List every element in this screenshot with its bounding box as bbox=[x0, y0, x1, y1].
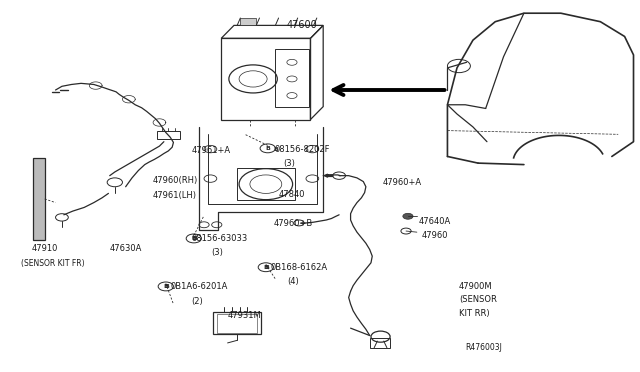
Text: 47961+A: 47961+A bbox=[191, 147, 230, 155]
Text: 47840: 47840 bbox=[278, 190, 305, 199]
Text: B: B bbox=[164, 284, 170, 289]
Text: 0B1A6-6201A: 0B1A6-6201A bbox=[170, 282, 228, 291]
Text: 47640A: 47640A bbox=[419, 217, 451, 225]
Text: 08156-8202F: 08156-8202F bbox=[274, 145, 330, 154]
Text: 47960: 47960 bbox=[422, 231, 449, 240]
Text: KIT RR): KIT RR) bbox=[459, 309, 490, 318]
Text: (4): (4) bbox=[287, 278, 299, 286]
Text: 47900M: 47900M bbox=[459, 282, 493, 291]
Text: (3): (3) bbox=[212, 248, 223, 257]
FancyArrow shape bbox=[324, 174, 333, 177]
Text: (SENSOR: (SENSOR bbox=[459, 295, 497, 304]
FancyBboxPatch shape bbox=[241, 18, 256, 25]
Text: 47931M: 47931M bbox=[228, 311, 261, 320]
Text: B: B bbox=[266, 146, 270, 151]
FancyBboxPatch shape bbox=[33, 158, 45, 240]
Text: B: B bbox=[265, 265, 269, 270]
Text: B: B bbox=[273, 147, 278, 151]
Text: 47961(LH): 47961(LH) bbox=[153, 191, 197, 200]
Text: 47910: 47910 bbox=[32, 244, 58, 253]
Text: 47630A: 47630A bbox=[109, 244, 142, 253]
Text: R476003J: R476003J bbox=[465, 343, 502, 352]
Text: B: B bbox=[193, 236, 198, 241]
Text: 08156-63033: 08156-63033 bbox=[191, 234, 248, 243]
Text: 47600: 47600 bbox=[287, 20, 317, 31]
Text: (3): (3) bbox=[283, 158, 295, 168]
Text: B: B bbox=[191, 236, 196, 241]
Text: 47960+A: 47960+A bbox=[383, 178, 422, 187]
Text: 47960(RH): 47960(RH) bbox=[153, 176, 198, 185]
Text: B: B bbox=[264, 265, 268, 270]
Text: B: B bbox=[163, 284, 168, 289]
Text: 0B168-6162A: 0B168-6162A bbox=[270, 263, 328, 272]
Text: (2): (2) bbox=[191, 297, 203, 306]
Text: 47960+B: 47960+B bbox=[274, 219, 314, 228]
Text: (SENSOR KIT FR): (SENSOR KIT FR) bbox=[20, 259, 84, 268]
Circle shape bbox=[403, 213, 413, 219]
